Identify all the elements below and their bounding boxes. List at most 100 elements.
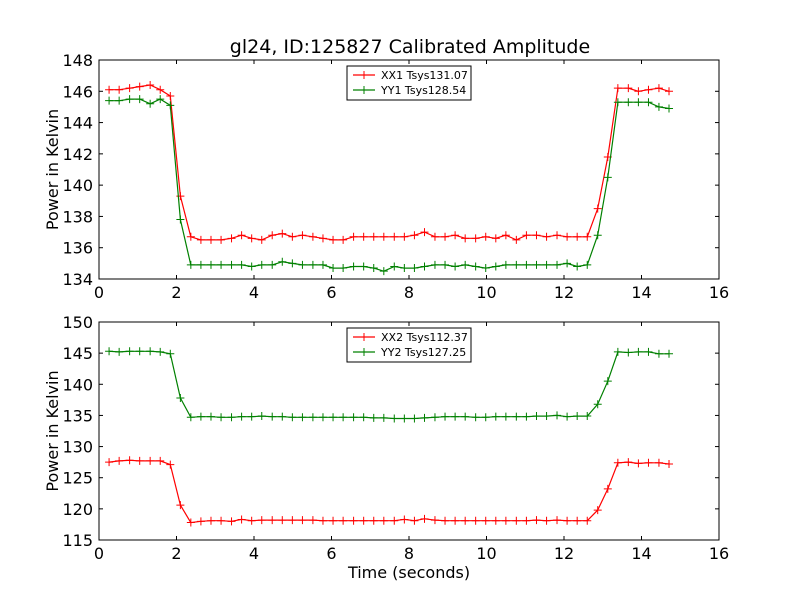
data-point-marker [359, 232, 368, 241]
data-point-marker [441, 516, 450, 525]
data-point-marker [318, 413, 327, 422]
plot-frame [98, 321, 720, 541]
data-point-marker [115, 85, 124, 94]
y-tick-label: 120 [62, 500, 93, 519]
y-axis-label: Power in Kelvin [43, 370, 62, 491]
data-point-marker [237, 231, 246, 240]
x-tick-label: 2 [171, 544, 181, 563]
data-point-marker [491, 516, 500, 525]
data-point-marker [227, 517, 236, 526]
data-point-marker [268, 516, 277, 525]
data-point-marker [624, 458, 633, 467]
legend-marker [360, 333, 368, 341]
data-point-marker [115, 96, 124, 105]
data-point-marker [491, 412, 500, 421]
data-point-marker [146, 99, 155, 108]
data-point-marker [359, 413, 368, 422]
x-tick-label: 6 [326, 544, 336, 563]
data-point-marker [318, 234, 327, 243]
x-tick-label: 4 [249, 544, 259, 563]
data-point-marker [298, 231, 307, 240]
data-point-marker [288, 232, 297, 241]
data-point-marker [329, 264, 338, 273]
y-tick-label: 125 [62, 469, 93, 488]
data-point-marker [156, 456, 165, 465]
data-point-marker [481, 413, 490, 422]
data-point-marker [501, 516, 510, 525]
data-point-marker [563, 259, 572, 268]
x-tick-label: 12 [554, 544, 574, 563]
y-tick-label: 136 [62, 239, 93, 258]
legend-box [346, 327, 472, 363]
data-point-marker [176, 192, 185, 201]
data-point-marker [135, 82, 144, 91]
data-point-marker [471, 234, 480, 243]
data-point-marker [196, 260, 205, 269]
data-point-marker [339, 516, 348, 525]
data-point-marker [501, 412, 510, 421]
data-point-marker [583, 516, 592, 525]
data-point-marker [349, 413, 358, 422]
data-point-marker [176, 501, 185, 510]
data-point-marker [278, 412, 287, 421]
data-point-marker [268, 260, 277, 269]
data-point-marker [156, 85, 165, 94]
data-point-marker [665, 104, 674, 113]
data-point-marker [624, 84, 633, 93]
data-point-marker [166, 349, 175, 358]
data-point-marker [400, 232, 409, 241]
y-tick-label: 146 [62, 82, 93, 101]
y-tick-label: 135 [62, 406, 93, 425]
data-point-marker [410, 414, 419, 423]
data-point-marker [146, 81, 155, 90]
data-point-marker [186, 260, 195, 269]
x-tick-label: 8 [404, 283, 414, 302]
data-point-marker [563, 516, 572, 525]
data-point-marker [298, 413, 307, 422]
data-point-marker [522, 412, 531, 421]
data-point-marker [593, 204, 602, 213]
data-point-marker [227, 260, 236, 269]
data-point-marker [665, 460, 674, 469]
x-tick-label: 10 [476, 283, 496, 302]
data-point-marker [542, 260, 551, 269]
data-point-marker [420, 413, 429, 422]
data-point-marker [176, 393, 185, 402]
data-point-marker [461, 516, 470, 525]
y-tick-label: 140 [62, 176, 93, 195]
data-point-marker [501, 231, 510, 240]
data-point-marker [369, 516, 378, 525]
data-point-marker [237, 260, 246, 269]
data-point-marker [369, 232, 378, 241]
data-point-marker [522, 516, 531, 525]
data-point-marker [298, 516, 307, 525]
data-point-marker [390, 516, 399, 525]
data-point-marker [532, 231, 541, 240]
data-point-marker [451, 262, 460, 271]
data-point-marker [308, 232, 317, 241]
x-tick-label: 4 [249, 283, 259, 302]
data-point-marker [206, 412, 215, 421]
data-point-marker [196, 412, 205, 421]
data-point-marker [288, 516, 297, 525]
data-point-marker [125, 456, 134, 465]
bottom-subplot: 0 2 4 6 8 10 12 14 16 115 120 125 130 135 140 145 150 Pow… [43, 313, 729, 582]
data-point-marker [105, 96, 114, 105]
x-tick-label: 6 [326, 283, 336, 302]
data-point-marker [613, 84, 622, 93]
data-point-marker [186, 232, 195, 241]
data-point-marker [349, 516, 358, 525]
data-point-marker [268, 231, 277, 240]
data-point-marker [654, 349, 663, 358]
data-point-marker [603, 377, 612, 386]
data-point-marker [379, 413, 388, 422]
data-point-marker [329, 516, 338, 525]
data-point-marker [217, 413, 226, 422]
x-tick-label: 0 [94, 544, 104, 563]
legend-entry: XX2 Tsys112.37 [381, 331, 468, 344]
data-point-marker [318, 260, 327, 269]
x-tick-label: 2 [171, 283, 181, 302]
data-point-marker [420, 228, 429, 237]
data-point-marker [634, 98, 643, 107]
